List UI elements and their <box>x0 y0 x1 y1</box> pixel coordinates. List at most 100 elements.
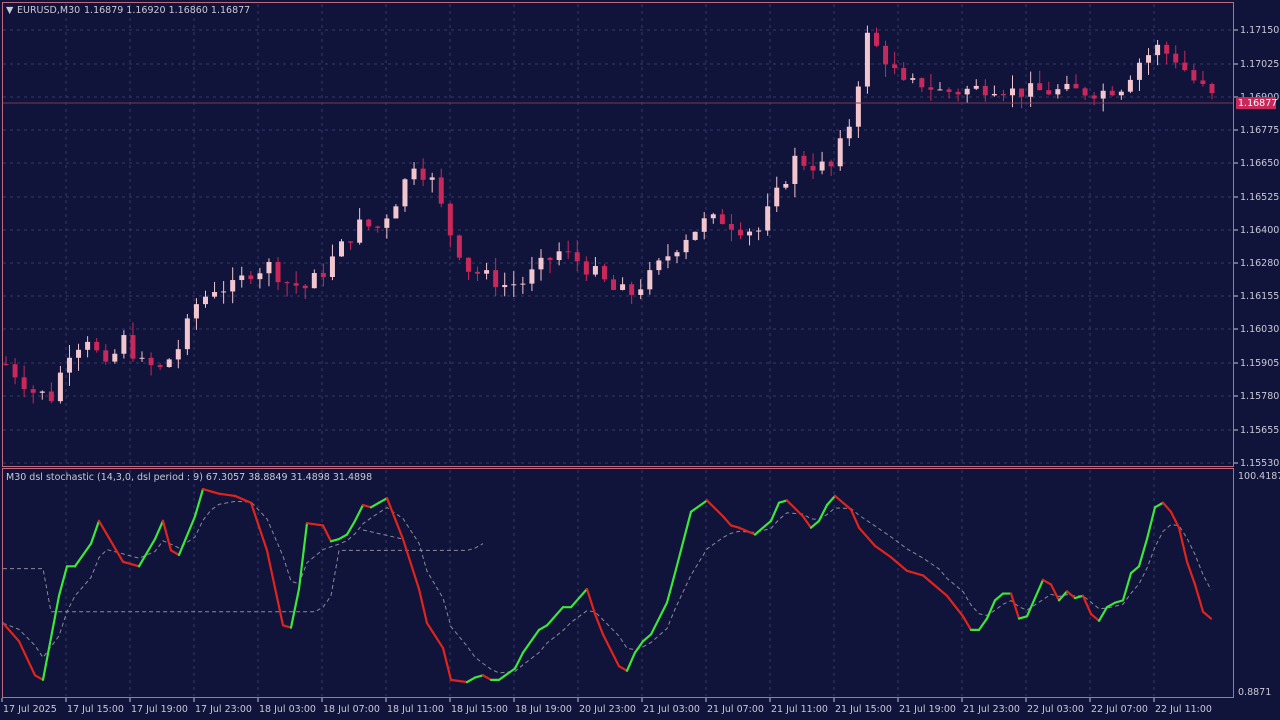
candle <box>837 129 843 171</box>
indicator-grid <box>65 470 1155 696</box>
stoch-segment-down <box>249 501 269 552</box>
collapse-arrow-icon[interactable]: ▼ <box>6 5 14 16</box>
stoch-segment-up <box>1073 594 1085 600</box>
candle <box>855 81 861 138</box>
candle <box>737 222 743 240</box>
time-axis-label: 20 Jul 23:00 <box>579 704 636 715</box>
indicator-scale-bottom: 0.8871 <box>1238 687 1271 698</box>
candle <box>329 244 335 281</box>
stoch-segment-down <box>1177 526 1189 563</box>
candle <box>674 249 680 263</box>
candle <box>148 352 154 376</box>
candle <box>638 279 644 300</box>
ohlc-readout: 1.16879 1.16920 1.16860 1.16877 <box>84 5 250 16</box>
stoch-segment-down <box>785 499 805 518</box>
stoch-segment-up <box>777 499 789 504</box>
time-axis-label: 22 Jul 11:00 <box>1155 704 1212 715</box>
candle <box>511 271 517 298</box>
candle <box>21 365 27 398</box>
candle <box>420 158 426 186</box>
stoch-segment-up <box>1121 572 1133 602</box>
time-axis: 17 Jul 2025 17 Jul 15:00 17 Jul 19:00 17 Ju… <box>1 698 1212 715</box>
stoch-segment-down <box>585 587 597 616</box>
candle <box>864 25 870 94</box>
stoch-segment-down <box>945 594 965 618</box>
candle <box>130 322 136 362</box>
candle <box>3 356 9 366</box>
current-price-tag: 1.16877 <box>1236 97 1277 109</box>
stoch-segment-down <box>385 497 405 541</box>
price-pane[interactable]: ▼ EURUSD,M30 1.16879 1.16920 1.16860 1.1… <box>2 2 1234 467</box>
candle <box>239 266 245 288</box>
dsl-line <box>3 543 484 613</box>
candle <box>574 240 580 272</box>
candle <box>248 271 254 284</box>
stoch-segment-down <box>449 678 469 684</box>
stoch-segment-down <box>889 556 909 572</box>
candle <box>1019 88 1025 109</box>
stoch-segment-up <box>297 522 309 591</box>
candle <box>946 87 952 99</box>
candle <box>1118 89 1124 100</box>
candle <box>230 267 236 304</box>
stoch-segment-down <box>873 544 893 559</box>
candle <box>184 314 190 356</box>
stoch-segment-up <box>177 515 197 557</box>
stoch-segment-down <box>1041 578 1053 586</box>
candle <box>973 79 979 91</box>
candle <box>302 283 308 300</box>
stoch-segment-up <box>89 519 101 545</box>
stoch-segment-down <box>1161 501 1173 513</box>
stoch-segment-down <box>305 522 325 527</box>
candle <box>275 257 281 291</box>
stoch-segment-down <box>905 569 925 577</box>
stoch-segment-up <box>329 537 341 543</box>
price-axis-label: 1.16775 <box>1240 125 1279 136</box>
stoch-segment-up <box>497 667 517 681</box>
stoch-segment-down <box>169 549 181 557</box>
candle <box>565 240 571 260</box>
candle <box>656 258 662 275</box>
candle <box>928 73 934 101</box>
candle <box>221 280 227 304</box>
candle <box>828 159 834 176</box>
candle <box>647 261 653 295</box>
stoch-segment-down <box>721 515 733 527</box>
candle <box>547 256 553 274</box>
candle <box>810 153 816 179</box>
candle <box>1055 84 1061 99</box>
stoch-segment-up <box>625 651 637 672</box>
candle <box>112 349 118 364</box>
stoch-segment-down <box>97 519 109 536</box>
candle <box>320 263 326 287</box>
candle <box>121 330 127 359</box>
current-price-label: 1.16877 <box>1238 98 1277 109</box>
candle <box>982 79 988 102</box>
candle <box>765 193 771 236</box>
candle <box>311 269 317 289</box>
stoch-segment-down <box>1081 594 1093 616</box>
stoch-segment-up <box>345 519 357 536</box>
stoch-segment-down <box>1201 610 1213 620</box>
stoch-segment-down <box>1009 592 1021 620</box>
candle <box>910 73 916 84</box>
stoch-segment-up <box>673 510 693 575</box>
candle <box>12 358 18 385</box>
candle <box>774 176 780 212</box>
candle <box>411 162 417 185</box>
stoch-segment-down <box>705 499 725 518</box>
candle <box>1173 45 1179 69</box>
price-axis-label: 1.16400 <box>1240 225 1279 236</box>
stoch-segment-up <box>1057 590 1069 602</box>
stoch-segment-down <box>1065 590 1077 600</box>
candle <box>1100 83 1106 112</box>
stoch-segment-up <box>809 519 821 529</box>
stoch-segment-down <box>265 549 285 627</box>
time-axis-label: 22 Jul 03:00 <box>1027 704 1084 715</box>
candle <box>30 385 36 404</box>
indicator-pane[interactable]: M30 dsl stochastic (14,3,0, dsl period :… <box>1 468 1280 699</box>
candle <box>139 351 145 362</box>
price-axis-label: 1.16155 <box>1240 291 1279 302</box>
candle <box>103 344 109 365</box>
